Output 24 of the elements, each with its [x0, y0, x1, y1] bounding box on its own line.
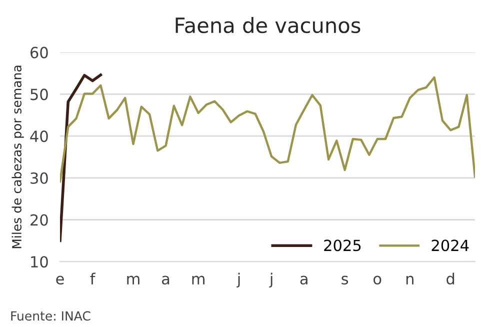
x-tick-label: e — [56, 276, 64, 285]
legend-label: 2024 — [432, 240, 469, 252]
x-tick-label: m — [127, 276, 140, 284]
x-tick-label: j — [269, 272, 272, 288]
x-tick-label: a — [300, 276, 308, 285]
x-tick-label: f — [90, 272, 96, 284]
y-tick-label: 20 — [30, 214, 48, 226]
y-tick-label: 40 — [30, 130, 48, 142]
x-tick-label: o — [374, 276, 382, 285]
y-tick-label: 10 — [31, 256, 48, 268]
source-note: Fuente: INAC — [11, 311, 90, 321]
x-tick-label: n — [406, 276, 414, 284]
x-tick-label: j — [236, 272, 240, 288]
line-series — [60, 76, 475, 183]
x-tick-label: m — [192, 276, 204, 284]
legend-label: 2025 — [324, 240, 361, 252]
x-tick-label: a — [162, 276, 170, 285]
y-tick-label: 30 — [30, 172, 48, 184]
x-tick-label: s — [342, 276, 348, 285]
x-tick-label: d — [446, 272, 454, 285]
y-tick-label: 50 — [30, 88, 48, 100]
y-tick-label: 60 — [30, 46, 48, 58]
chart-title: Faena de vacunos — [176, 17, 360, 34]
y-axis-title: Miles de cabezas por semana — [12, 66, 24, 248]
